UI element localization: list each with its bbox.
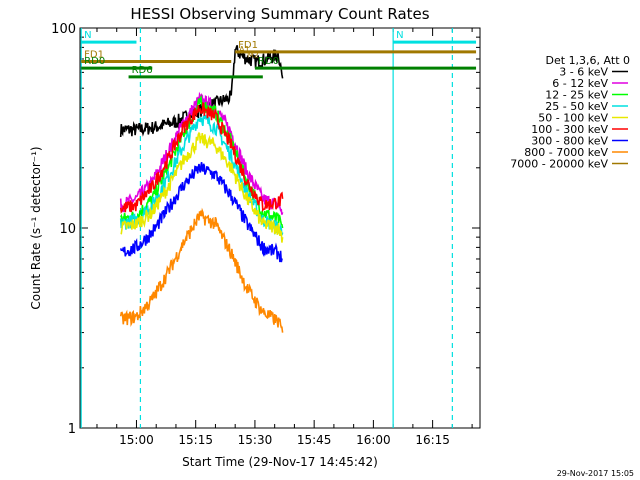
- legend-label: 100 - 300 keV: [531, 123, 608, 136]
- legend-header: Det 1,3,6, Att 0: [546, 54, 630, 67]
- x-tick-label: 15:00: [119, 433, 154, 447]
- footer-timestamp: 29-Nov-2017 15:05: [556, 469, 634, 478]
- legend-label: 50 - 100 keV: [538, 112, 608, 125]
- series-line: [119, 114, 284, 236]
- series-line: [119, 91, 284, 215]
- flag-small-label: M2: [247, 51, 259, 60]
- legend-label: 7000 - 20000 keV: [510, 158, 608, 171]
- x-tick-label: 15:15: [178, 433, 213, 447]
- flag-label: RD0: [258, 56, 279, 67]
- flag-label: FD1: [238, 40, 258, 51]
- y-axis-label: Count Rate (s⁻¹ detector⁻¹): [29, 146, 43, 309]
- legend-label: 6 - 12 keV: [552, 77, 608, 90]
- y-tick-label: 100: [51, 22, 76, 37]
- flag-label: N: [84, 30, 91, 41]
- legend-label: 25 - 50 keV: [545, 100, 608, 113]
- series-line: [120, 131, 284, 243]
- x-tick-label: 15:45: [297, 433, 332, 447]
- flag-small-label: A1: [239, 45, 250, 54]
- x-tick-label: 16:15: [415, 433, 450, 447]
- y-tick-label: 1: [68, 422, 76, 437]
- legend-label: 300 - 800 keV: [531, 135, 608, 148]
- y-tick-label: 10: [59, 222, 76, 237]
- x-tick-label: 15:30: [238, 433, 273, 447]
- series-line: [119, 207, 284, 333]
- x-tick-label: 16:00: [356, 433, 391, 447]
- flag-label: N: [396, 30, 403, 41]
- chart-title: HESSI Observing Summary Count Rates: [130, 5, 429, 23]
- x-axis-label: Start Time (29-Nov-17 14:45:42): [182, 455, 378, 469]
- legend-label: 800 - 7000 keV: [524, 146, 608, 159]
- legend-label: 12 - 25 keV: [545, 89, 608, 102]
- flag-label: RD6: [132, 65, 153, 76]
- series-line: [119, 102, 284, 214]
- legend-label: 3 - 6 keV: [559, 66, 608, 79]
- flag-label: FD1: [84, 49, 104, 60]
- flag-label: RD0: [84, 56, 105, 67]
- series-line: [119, 162, 283, 263]
